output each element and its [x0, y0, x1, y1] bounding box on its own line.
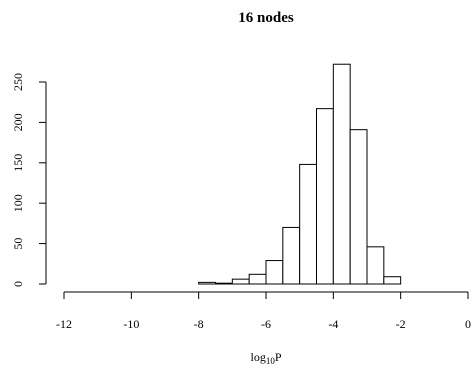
x-tick-label: -4 — [328, 317, 338, 331]
y-tick-label: 100 — [11, 194, 25, 212]
y-tick-label: 150 — [11, 154, 25, 172]
chart-title: 16 nodes — [238, 10, 294, 26]
histogram-bar — [282, 226, 301, 285]
histogram-bar — [299, 163, 317, 285]
y-tick-label: 0 — [11, 281, 25, 287]
histogram-bar — [248, 273, 267, 285]
histogram-bar — [215, 282, 233, 285]
y-tick-label: 250 — [11, 73, 25, 91]
histogram-bar — [349, 129, 368, 285]
histogram-bar — [316, 108, 334, 285]
x-tick-label: -12 — [56, 317, 72, 331]
x-tick-label: -10 — [123, 317, 139, 331]
x-tick-label: -2 — [396, 317, 406, 331]
histogram-bar — [231, 278, 250, 285]
histogram-bar — [265, 260, 284, 285]
y-tick-label: 50 — [11, 238, 25, 250]
histogram-bar — [332, 63, 351, 285]
x-tick-label: -8 — [194, 317, 204, 331]
histogram-bar — [366, 246, 385, 285]
x-tick-label: 0 — [465, 317, 471, 331]
x-axis: -12 -10 -8 -6 -4 -2 0 — [56, 291, 471, 331]
x-axis-label: log10P — [250, 350, 281, 366]
y-tick-label: 200 — [11, 113, 25, 131]
y-axis: 0 50 100 150 200 250 — [11, 73, 47, 287]
histogram-bars — [198, 63, 402, 285]
histogram-bar — [383, 276, 402, 285]
histogram-bar — [198, 281, 217, 285]
x-tick-label: -6 — [261, 317, 271, 331]
